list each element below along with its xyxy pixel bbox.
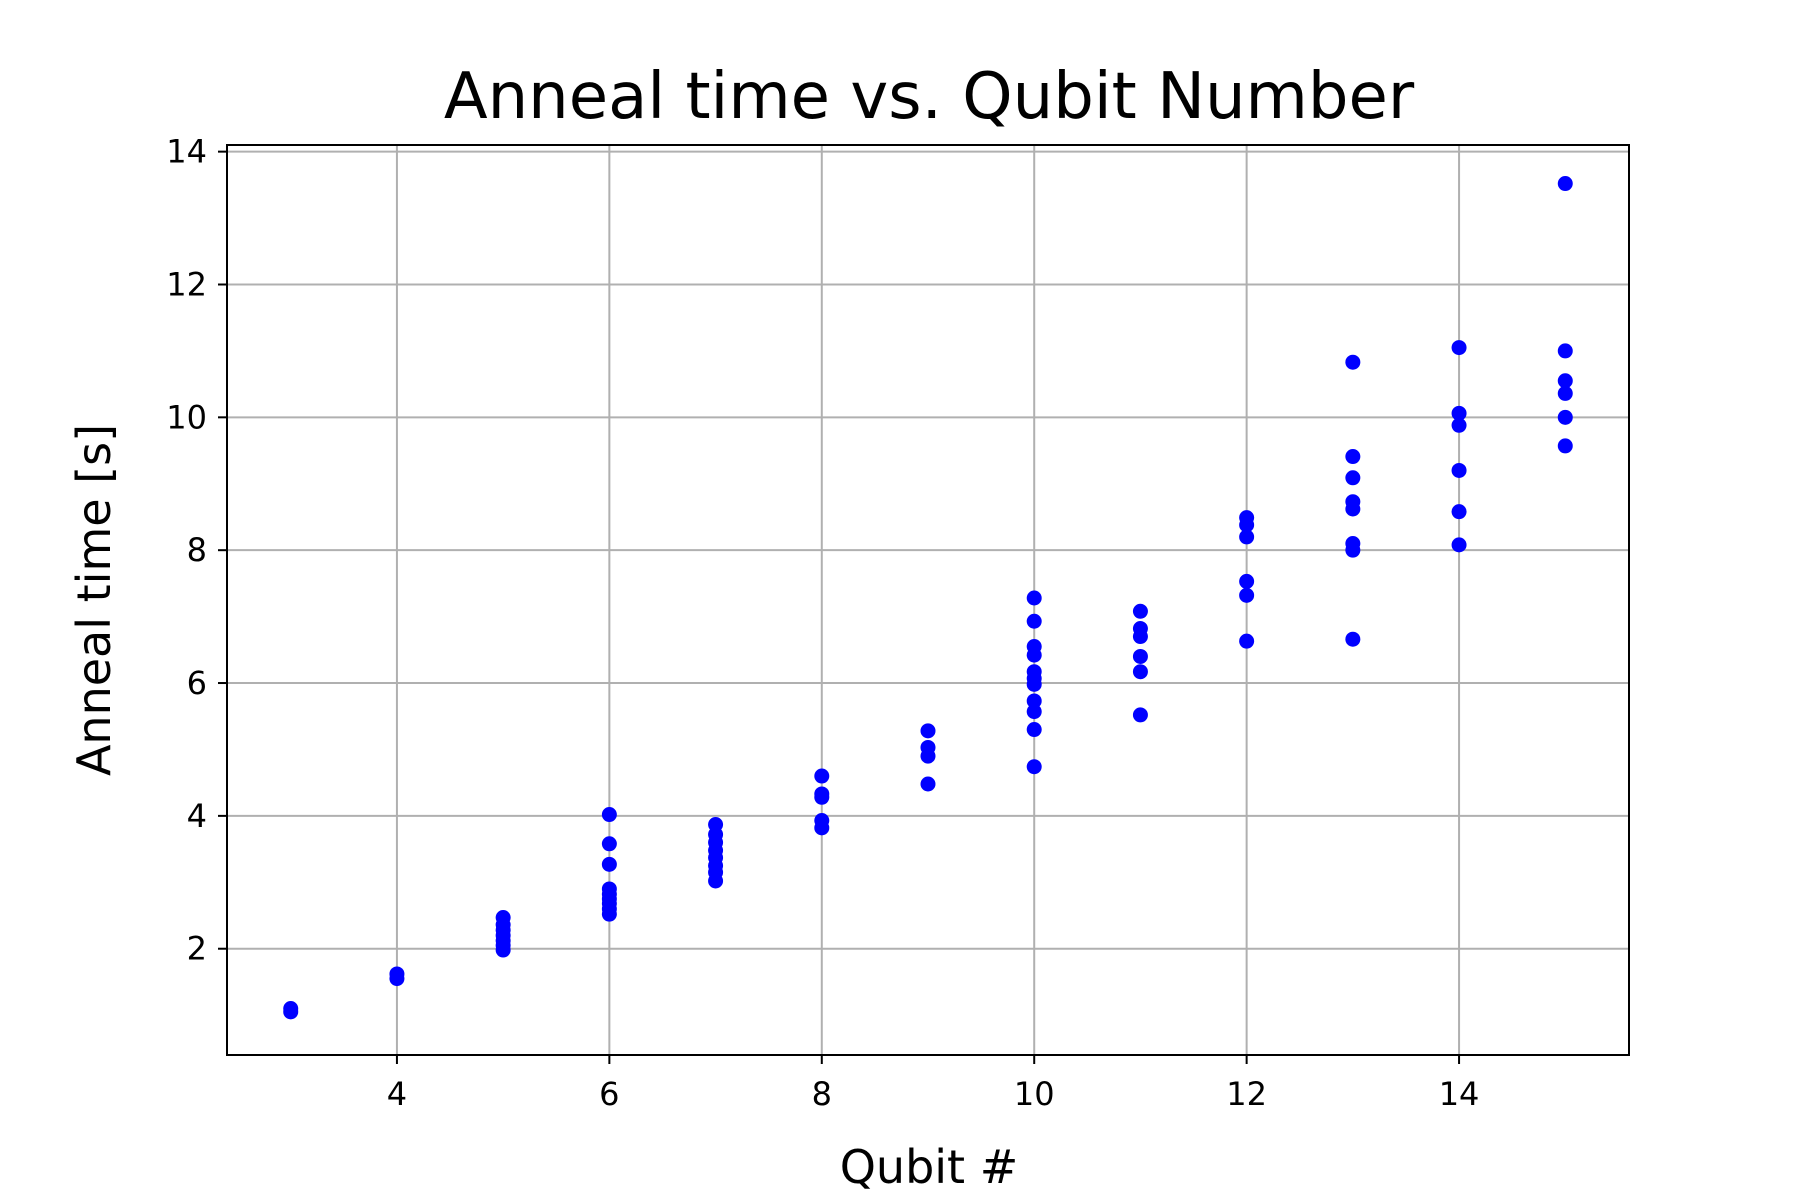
- data-point: [1451, 405, 1467, 421]
- y-tick-label: 10: [166, 398, 207, 436]
- data-point: [1239, 633, 1255, 649]
- data-points: [283, 176, 1573, 1020]
- data-point: [1345, 449, 1361, 465]
- data-point: [1345, 536, 1361, 552]
- data-point: [920, 723, 936, 739]
- y-tick-label: 8: [187, 531, 207, 569]
- data-point: [1557, 343, 1573, 359]
- data-point: [1132, 621, 1148, 637]
- data-point: [1345, 354, 1361, 370]
- data-point: [1451, 504, 1467, 520]
- plot-frame: [226, 144, 1630, 1056]
- data-point: [814, 813, 830, 829]
- data-point: [1345, 470, 1361, 486]
- data-point: [1026, 590, 1042, 606]
- data-point: [1132, 648, 1148, 664]
- data-point: [495, 910, 511, 926]
- data-point: [1132, 707, 1148, 723]
- data-point: [1132, 664, 1148, 680]
- x-tick-label: 14: [1439, 1075, 1480, 1113]
- data-point: [920, 776, 936, 792]
- data-point: [814, 768, 830, 784]
- y-tick-label: 12: [166, 265, 207, 303]
- data-point: [1026, 759, 1042, 775]
- x-tick-label: 10: [1014, 1075, 1055, 1113]
- data-point: [1451, 462, 1467, 478]
- x-tick-label: 4: [387, 1075, 407, 1113]
- x-tick-label: 6: [599, 1075, 619, 1113]
- y-tick-label: 4: [187, 797, 207, 835]
- y-axis-label: Anneal time [s]: [67, 424, 121, 776]
- data-point: [1557, 409, 1573, 425]
- y-tick-label: 2: [187, 930, 207, 968]
- data-point: [1026, 704, 1042, 720]
- x-tick-label: 8: [812, 1075, 832, 1113]
- data-point: [1345, 631, 1361, 647]
- data-point: [1345, 494, 1361, 510]
- data-point: [283, 1001, 299, 1017]
- data-point: [1239, 587, 1255, 603]
- data-point: [1026, 693, 1042, 709]
- data-point: [1239, 573, 1255, 589]
- x-axis-label: Qubit #: [840, 1140, 1019, 1194]
- data-point: [814, 786, 830, 802]
- grid-lines: [227, 145, 1629, 1055]
- data-point: [1557, 373, 1573, 389]
- data-point: [1451, 340, 1467, 356]
- data-point: [1132, 603, 1148, 619]
- data-point: [601, 836, 617, 852]
- data-point: [601, 807, 617, 823]
- data-point: [389, 966, 405, 982]
- data-point: [1451, 537, 1467, 553]
- y-tick-label: 14: [166, 133, 207, 171]
- y-tick-label: 6: [187, 664, 207, 702]
- axis-ticks: 4 6 8 10 12 14 2 4 6 8 10 12 14: [166, 133, 1479, 1113]
- data-point: [1451, 417, 1467, 433]
- data-point: [1026, 664, 1042, 680]
- chart-title: Anneal time vs. Qubit Number: [444, 60, 1415, 134]
- data-point: [1026, 613, 1042, 629]
- data-point: [708, 817, 724, 833]
- data-point: [920, 739, 936, 755]
- data-point: [1239, 510, 1255, 526]
- x-tick-label: 12: [1226, 1075, 1267, 1113]
- data-point: [1557, 438, 1573, 454]
- data-point: [601, 881, 617, 897]
- data-point: [1557, 176, 1573, 192]
- data-point: [1026, 722, 1042, 738]
- data-point: [601, 856, 617, 872]
- data-point: [1557, 385, 1573, 401]
- data-point: [1026, 638, 1042, 654]
- data-point: [1239, 529, 1255, 545]
